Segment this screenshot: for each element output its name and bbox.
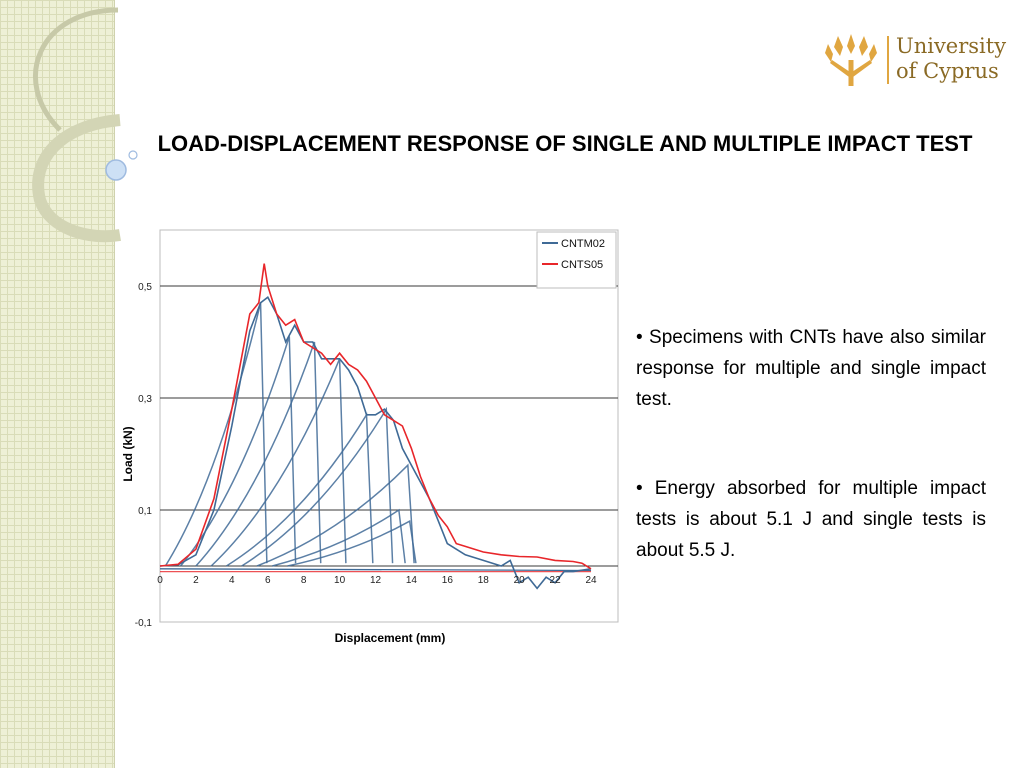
logo-line-1: University — [896, 34, 1007, 58]
university-logo: University of Cyprus — [822, 30, 1012, 90]
bullet-list: • Specimens with CNTs have also similar … — [636, 322, 986, 566]
x-tick-label: 12 — [370, 575, 382, 586]
logo-divider — [887, 36, 889, 84]
legend-label: CNTS05 — [561, 259, 603, 271]
y-tick-label: 0,3 — [138, 394, 152, 405]
impact-curve — [241, 406, 394, 567]
x-tick-label: 0 — [157, 575, 163, 586]
x-axis-label: Displacement (mm) — [335, 631, 446, 645]
x-tick-label: 14 — [406, 575, 418, 586]
x-tick-label: 10 — [334, 575, 346, 586]
legend-label: CNTM02 — [561, 238, 605, 250]
baseline-curve — [159, 568, 592, 572]
impact-curve — [164, 302, 268, 567]
x-tick-label: 20 — [514, 575, 526, 586]
plot-area — [159, 229, 619, 623]
x-tick-label: 2 — [193, 575, 199, 586]
y-tick-label: 0,1 — [138, 506, 152, 517]
cypress-tree-icon — [825, 34, 877, 86]
x-tick-label: 22 — [550, 575, 562, 586]
series-line — [159, 263, 592, 570]
impact-curve — [226, 412, 374, 567]
x-tick-label: 8 — [301, 575, 307, 586]
x-tick-label: 18 — [478, 575, 490, 586]
logo-line-2: of Cyprus — [896, 59, 999, 83]
impact-curve — [272, 508, 406, 567]
bullet-item: • Specimens with CNTs have also similar … — [636, 327, 986, 410]
impact-curve — [256, 463, 415, 567]
chart-legend: CNTM02 CNTS05 — [536, 231, 617, 289]
y-tick-label: 0,5 — [138, 282, 152, 293]
x-tick-label: 6 — [265, 575, 271, 586]
logo-text: University of Cyprus — [896, 34, 1006, 84]
impact-curve — [287, 520, 417, 567]
x-tick-label: 24 — [585, 575, 597, 586]
impact-curve — [195, 341, 322, 567]
impact-curve — [210, 358, 347, 567]
background-pattern — [0, 0, 115, 768]
x-tick-label: 4 — [229, 575, 235, 586]
y-axis-label: Load (kN) — [121, 426, 135, 481]
load-displacement-chart: 0 2 4 6 8 10 12 14 16 18 20 22 24 -0,10,10,30,5 Disp… — [121, 229, 619, 645]
x-tick-label: 16 — [442, 575, 454, 586]
page-title: LOAD-DISPLACEMENT RESPONSE OF SINGLE AND… — [157, 131, 973, 156]
bullet-item: • Energy absorbed for multiple impact te… — [636, 478, 986, 561]
series-line — [159, 295, 592, 590]
y-tick-label: -0,1 — [135, 618, 153, 629]
